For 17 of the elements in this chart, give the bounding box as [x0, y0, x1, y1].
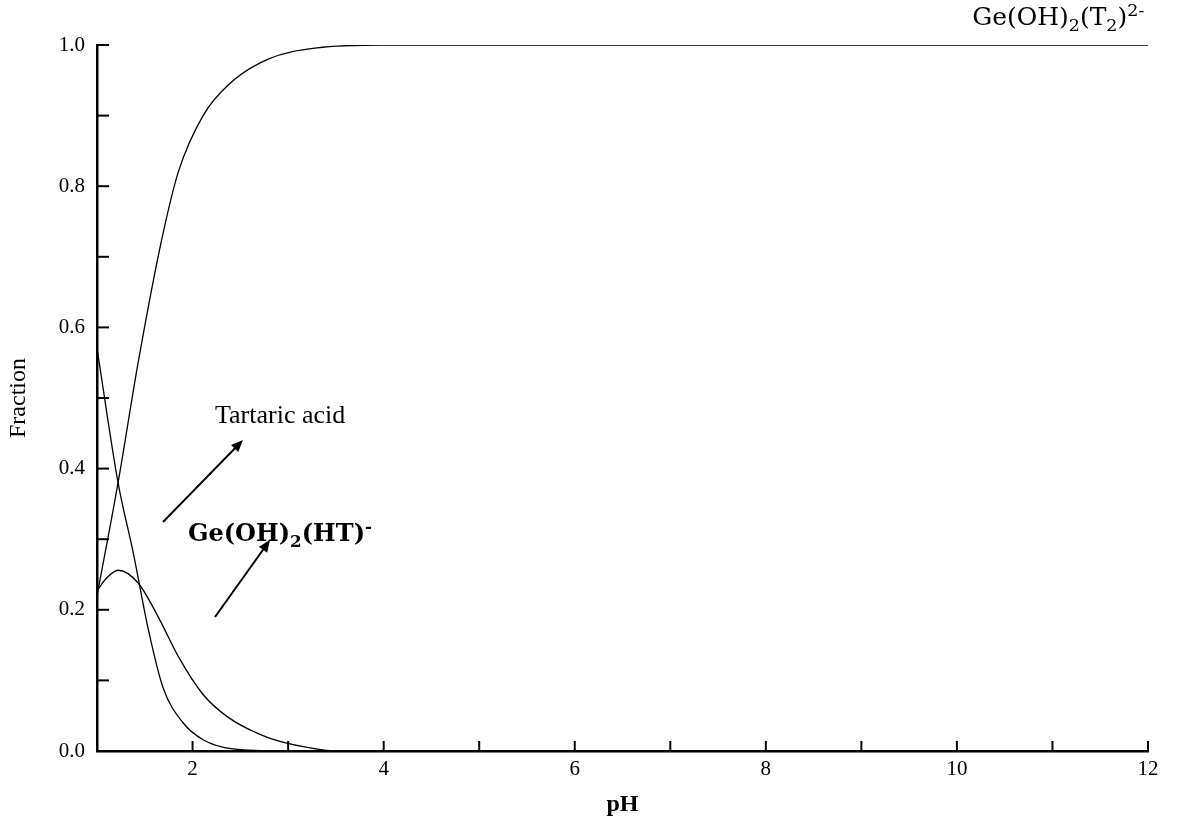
y-tick-label: 0.4 — [58, 455, 86, 480]
x-tick-label: 4 — [378, 756, 390, 781]
x-axis-title: pH — [606, 789, 639, 816]
y-tick-label: 1.0 — [58, 31, 86, 56]
x-tick-label: 2 — [187, 756, 198, 781]
y-tick-label: 0.6 — [58, 313, 86, 338]
y-tick-label: 0.8 — [58, 172, 86, 197]
y-tick-label: 0.2 — [58, 596, 86, 621]
annotation: Tartaric acid — [215, 400, 346, 430]
x-tick-label: 12 — [1137, 756, 1159, 781]
x-tick-label: 10 — [946, 756, 968, 781]
x-tick-label: 6 — [569, 756, 580, 781]
x-tick-label: 8 — [760, 756, 772, 781]
annotation: Ge(OH)$_{2}$(T$_{2}$)$^{2-}$ — [972, 0, 1145, 36]
y-tick-label: 0.0 — [58, 737, 86, 762]
annotation: Ge(OH)$_{2}$(HT)$^{-}$ — [188, 516, 372, 551]
y-axis-title: Fraction — [3, 358, 30, 438]
